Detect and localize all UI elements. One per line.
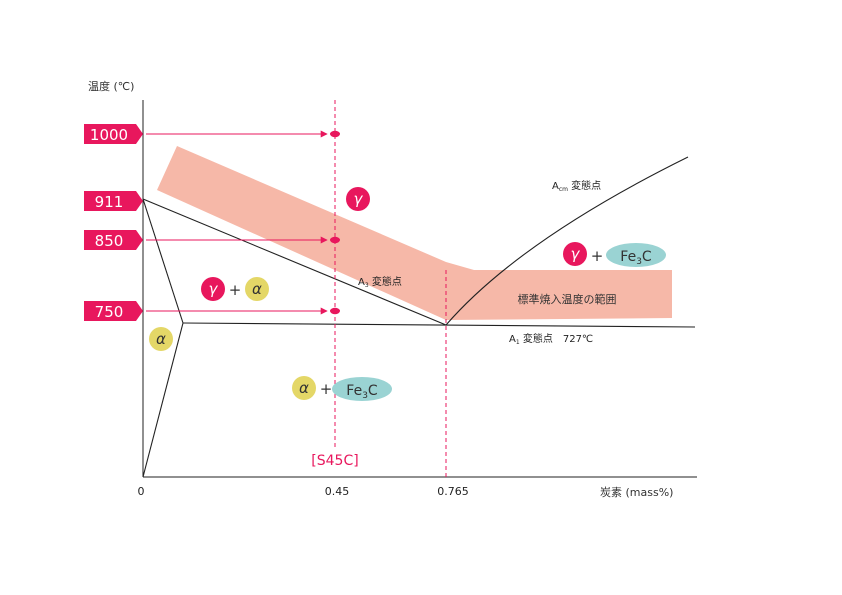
svg-text:γ: γ: [571, 245, 581, 263]
temp-marker-750-label: 750: [95, 303, 124, 321]
temp-marker-850-label: 850: [95, 232, 124, 250]
svg-text:+: +: [320, 380, 333, 398]
svg-text:γ: γ: [209, 280, 219, 298]
temp-marker-1000-label: 1000: [90, 126, 128, 144]
temp-marker-911-label: 911: [95, 193, 124, 211]
svg-text:+: +: [591, 247, 604, 265]
a3-line-label: A3 変態点: [358, 275, 402, 289]
point-750: [330, 307, 340, 315]
a1-line: [182, 322, 696, 328]
phase-alpha: α: [149, 327, 173, 351]
svg-text:α: α: [252, 280, 262, 298]
x-tick-045: 0.45: [325, 485, 350, 498]
alpha-gamma-boundary: [142, 198, 184, 324]
acm-line: [445, 156, 689, 326]
phase-gamma-plus-alpha: γ + α: [201, 277, 269, 301]
svg-text:Fe3C: Fe3C: [620, 249, 652, 267]
temp-marker-1000: 1000: [84, 124, 143, 144]
a1-line-label: A1 変態点 727℃: [509, 332, 593, 346]
s45c-label: [S45C]: [311, 453, 358, 469]
svg-text:α: α: [156, 330, 166, 348]
alpha-solvus-line: [142, 322, 184, 478]
phase-gamma-plus-fe3c: γ + Fe3C: [563, 242, 666, 267]
quench-temperature-band: [157, 146, 672, 320]
point-1000: [330, 130, 340, 138]
phase-alpha-plus-fe3c: α + Fe3C: [292, 376, 392, 401]
temp-marker-750: 750: [84, 301, 143, 321]
phase-gamma: γ: [346, 187, 370, 211]
point-850: [330, 236, 340, 244]
a3-line: [142, 198, 447, 326]
quench-band-label: 標準焼入温度の範囲: [518, 292, 617, 306]
svg-text:α: α: [299, 379, 309, 397]
svg-text:Fe3C: Fe3C: [346, 383, 378, 401]
y-axis-title: 温度 (℃): [88, 79, 134, 93]
x-tick-0765: 0.765: [437, 485, 469, 498]
svg-text:+: +: [229, 281, 242, 299]
temp-marker-911: 911: [84, 191, 143, 211]
svg-text:γ: γ: [354, 190, 364, 208]
x-axis-title: 炭素 (mass%): [600, 486, 673, 499]
x-tick-0: 0: [138, 485, 145, 498]
acm-line-label: Acm 変態点: [552, 179, 601, 193]
temp-marker-850: 850: [84, 230, 143, 250]
